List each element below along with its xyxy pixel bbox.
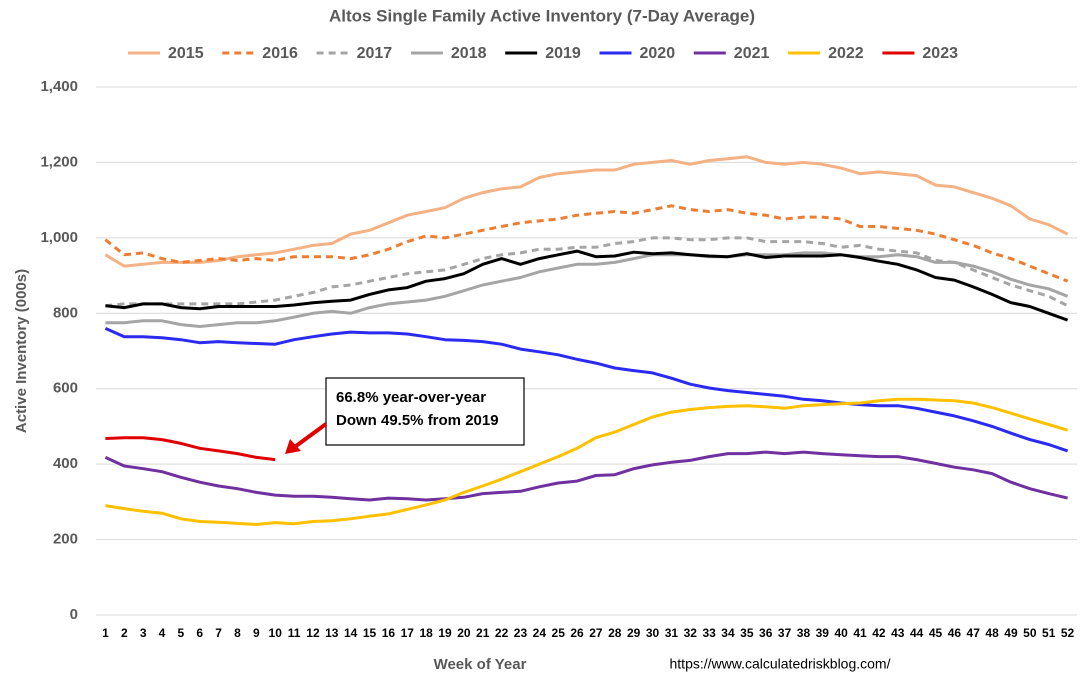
annotation: 66.8% year-over-year Down 49.5% from 201… xyxy=(285,377,525,454)
x-tick-label: 40 xyxy=(835,626,849,640)
series-line xyxy=(105,397,1069,526)
x-tick-label: 20 xyxy=(457,626,471,640)
x-axis-label: Week of Year xyxy=(434,656,527,673)
x-tick-label: 19 xyxy=(438,626,452,640)
legend-label: 2018 xyxy=(451,45,487,62)
x-tick-label: 44 xyxy=(910,626,924,640)
legend-label: 2017 xyxy=(357,45,393,62)
series-line xyxy=(104,155,1069,268)
legend-label: 2022 xyxy=(828,45,864,62)
x-tick-label: 28 xyxy=(608,626,622,640)
x-tick-label: 8 xyxy=(234,626,241,640)
x-tick-label: 14 xyxy=(344,626,358,640)
y-tick-label: 600 xyxy=(53,380,78,397)
x-tick-label: 16 xyxy=(382,626,396,640)
legend-label: 2019 xyxy=(545,45,581,62)
x-tick-label: 27 xyxy=(589,626,603,640)
x-tick-label: 10 xyxy=(269,626,283,640)
x-tick-label: 7 xyxy=(215,626,222,640)
y-tick-label: 0 xyxy=(70,606,78,623)
x-tick-label: 23 xyxy=(514,626,528,640)
x-tick-label: 31 xyxy=(665,626,679,640)
x-tick-label: 22 xyxy=(495,626,509,640)
x-tick-label: 2 xyxy=(121,626,128,640)
x-tick-label: 17 xyxy=(401,626,415,640)
x-tick-label: 9 xyxy=(253,626,260,640)
legend-label: 2015 xyxy=(168,45,204,62)
annotation-text: 66.8% year-over-year xyxy=(336,389,486,406)
series-line xyxy=(105,436,276,462)
x-tick-label: 36 xyxy=(759,626,773,640)
x-tick-label: 47 xyxy=(967,626,981,640)
series-line xyxy=(105,249,1069,322)
x-tick-label: 18 xyxy=(419,626,433,640)
legend-label: 2023 xyxy=(922,45,958,62)
x-tick-label: 29 xyxy=(627,626,641,640)
series-line xyxy=(104,450,1068,502)
y-tick-label: 200 xyxy=(53,531,78,548)
y-tick-label: 800 xyxy=(53,304,78,321)
x-tick-label: 37 xyxy=(778,626,792,640)
x-tick-label: 38 xyxy=(797,626,811,640)
x-tick-label: 13 xyxy=(325,626,339,640)
x-tick-label: 3 xyxy=(140,626,147,640)
x-tick-label: 35 xyxy=(740,626,754,640)
x-tick-label: 51 xyxy=(1042,626,1056,640)
x-tick-label: 41 xyxy=(853,626,867,640)
legend-label: 2021 xyxy=(734,45,770,62)
x-tick-label: 15 xyxy=(363,626,377,640)
x-tick-label: 33 xyxy=(702,626,716,640)
x-tick-label: 25 xyxy=(552,626,566,640)
x-tick-label: 24 xyxy=(533,626,547,640)
x-tick-label: 26 xyxy=(570,626,584,640)
legend-label: 2016 xyxy=(262,45,298,62)
y-tick-label: 1,200 xyxy=(40,153,78,170)
y-tick-label: 1,000 xyxy=(40,229,78,246)
x-tick-label: 34 xyxy=(721,626,735,640)
annotation-arrowhead xyxy=(285,439,301,454)
source-url: https://www.calculatedriskblog.com/ xyxy=(670,656,891,672)
x-tick-label: 45 xyxy=(929,626,943,640)
series-line xyxy=(104,327,1069,453)
x-tick-label: 49 xyxy=(1004,626,1018,640)
series-line xyxy=(105,251,1069,328)
x-tick-label: 4 xyxy=(159,626,166,640)
x-tick-label: 21 xyxy=(476,626,490,640)
x-tick-label: 39 xyxy=(816,626,830,640)
x-tick-label: 46 xyxy=(948,626,962,640)
x-tick-label: 32 xyxy=(684,626,698,640)
annotation-box xyxy=(325,377,525,446)
x-tick-label: 52 xyxy=(1061,626,1075,640)
lines xyxy=(104,155,1069,526)
x-tick-label: 48 xyxy=(985,626,999,640)
x-tick-label: 5 xyxy=(178,626,185,640)
x-tick-label: 50 xyxy=(1023,626,1037,640)
x-tick-label: 30 xyxy=(646,626,660,640)
x-tick-label: 42 xyxy=(872,626,886,640)
chart-title: Altos Single Family Active Inventory (7-… xyxy=(329,6,755,25)
annotation-text: Down 49.5% from 2019 xyxy=(336,412,499,429)
y-tick-label: 400 xyxy=(53,455,78,472)
x-tick-label: 6 xyxy=(196,626,203,640)
legend: 2015 2016 2017 2018 2019 2020 2021 2022 2023 xyxy=(128,45,958,62)
y-tick-label: 1,400 xyxy=(40,78,78,95)
x-tick-label: 1 xyxy=(102,626,109,640)
x-tick-label: 11 xyxy=(288,626,301,640)
legend-label: 2020 xyxy=(640,45,676,62)
x-tick-label: 12 xyxy=(306,626,320,640)
series-line xyxy=(104,204,1069,283)
series-line xyxy=(105,236,1069,308)
y-axis-label: Active Inventory (000s) xyxy=(13,269,30,433)
annotation-arrow xyxy=(294,422,328,448)
x-tick-label: 43 xyxy=(891,626,905,640)
